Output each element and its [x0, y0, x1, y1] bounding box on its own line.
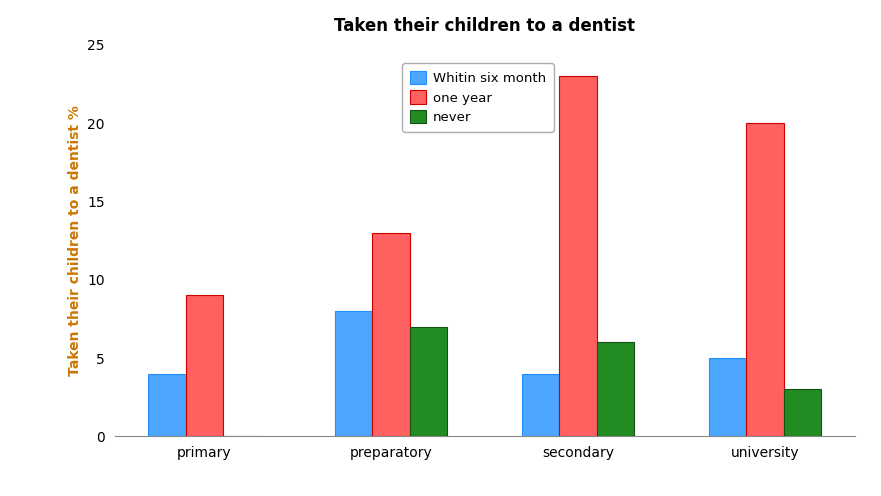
Bar [335, 311, 373, 436]
Bar [522, 374, 559, 436]
Bar [559, 76, 596, 436]
Bar [746, 123, 783, 436]
Bar [186, 296, 223, 436]
Bar [410, 327, 448, 436]
Bar [783, 389, 821, 436]
Legend: Whitin six month, one year, never: Whitin six month, one year, never [403, 63, 554, 132]
Bar [148, 374, 186, 436]
Title: Taken their children to a dentist: Taken their children to a dentist [334, 17, 635, 35]
Bar [709, 358, 746, 436]
Bar [373, 233, 410, 436]
Y-axis label: Taken their children to a dentist %: Taken their children to a dentist % [68, 105, 82, 376]
Bar [596, 342, 634, 436]
